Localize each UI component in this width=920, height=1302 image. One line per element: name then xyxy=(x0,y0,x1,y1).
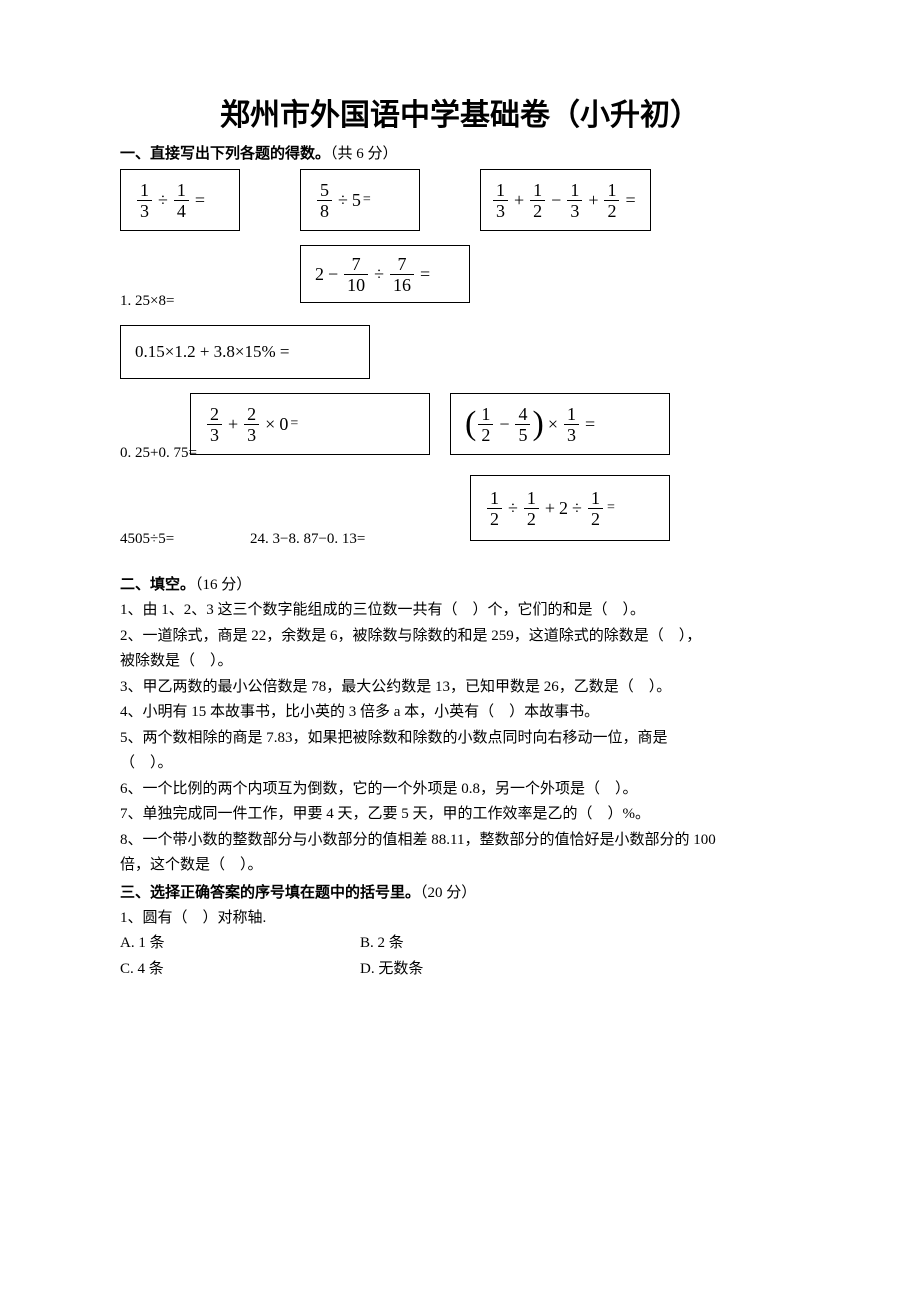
s3-q1-opts-row2: C. 4 条 D. 无数条 xyxy=(120,957,800,983)
frac: 12 xyxy=(487,489,502,528)
s2-q8b: 倍，这个数是（ ）。 xyxy=(120,853,800,879)
section1-header: 一、直接写出下列各题的得数。（共 6 分） xyxy=(120,142,800,163)
s2-q8a: 8、一个带小数的整数部分与小数部分的值相差 88.11，整数部分的值恰好是小数部… xyxy=(120,828,800,854)
frac: 23 xyxy=(244,405,259,444)
exam-page: 郑州市外国语中学基础卷（小升初） 一、直接写出下列各题的得数。（共 6 分） 1… xyxy=(0,0,920,1302)
frac: 58 xyxy=(317,181,332,220)
s2-q4: 4、小明有 15 本故事书，比小英的 3 倍多 a 本，小英有（ ）本故事书。 xyxy=(120,700,800,726)
frac: 13 xyxy=(493,181,508,220)
frac: 12 xyxy=(588,489,603,528)
expr-box-2: 58 ÷ 5 = xyxy=(300,169,420,231)
frac: 710 xyxy=(344,255,368,294)
expr-box-5: 0.15×1.2 + 3.8×15% = xyxy=(120,325,370,379)
expr-box-1: 13 ÷ 14 = xyxy=(120,169,240,231)
frac: 12 xyxy=(524,489,539,528)
expr-243: 24. 3−8. 87−0. 13= xyxy=(250,527,450,551)
s3-q1-optD: D. 无数条 xyxy=(360,957,423,983)
s2-q7: 7、单独完成同一件工作，甲要 4 天，乙要 5 天，甲的工作效率是乙的（ ）%。 xyxy=(120,802,800,828)
frac: 12 xyxy=(478,405,493,444)
frac: 13 xyxy=(567,181,582,220)
section1-header-tail: （共 6 分） xyxy=(330,146,398,162)
section3-header: 三、选择正确答案的序号填在题中的括号里。（20 分） xyxy=(120,881,800,902)
expr-row-1: 13 ÷ 14 = 58 ÷ 5 = 13 + 12 − 13 + 12 = xyxy=(120,169,800,231)
page-title: 郑州市外国语中学基础卷（小升初） xyxy=(120,90,800,134)
s2-q5b: （ ）。 xyxy=(120,751,800,777)
s2-q5a: 5、两个数相除的商是 7.83，如果把被除数和除数的小数点同时向右移动一位，商是 xyxy=(120,726,800,752)
frac: 716 xyxy=(390,255,414,294)
section2-header-tail: （16 分） xyxy=(195,577,251,593)
s2-q6: 6、一个比例的两个内项互为倒数，它的一个外项是 0.8，另一个外项是（ ）。 xyxy=(120,777,800,803)
section2-header: 二、填空。（16 分） xyxy=(120,573,800,594)
s3-q1-optC: C. 4 条 xyxy=(120,957,360,983)
expr-box-8: 12 ÷ 12 + 2 ÷ 12 = xyxy=(470,475,670,541)
section1-header-bold: 一、直接写出下列各题的得数。 xyxy=(120,146,330,162)
s2-q1: 1、由 1、2、3 这三个数字能组成的三位数一共有（ ）个，它们的和是（ ）。 xyxy=(120,598,800,624)
s3-q1: 1、圆有（ ）对称轴. xyxy=(120,906,800,932)
frac: 14 xyxy=(174,181,189,220)
section3-header-tail: （20 分） xyxy=(420,885,476,901)
s2-q2b: 被除数是（ ）。 xyxy=(120,649,800,675)
section3-header-bold: 三、选择正确答案的序号填在题中的括号里。 xyxy=(120,885,420,901)
frac: 45 xyxy=(515,405,530,444)
expr-4505: 4505÷5= xyxy=(120,527,240,551)
s3-q1-opts-row1: A. 1 条 B. 2 条 xyxy=(120,931,800,957)
s3-q1-optB: B. 2 条 xyxy=(360,931,404,957)
expr-box-7: ( 12 − 45 ) × 13 = xyxy=(450,393,670,455)
expr-box-4: 2 − 710 ÷ 716 = xyxy=(300,245,470,303)
expr-row-6: 4505÷5= 24. 3−8. 87−0. 13= xyxy=(120,527,800,551)
frac: 12 xyxy=(530,181,545,220)
frac: 13 xyxy=(564,405,579,444)
s2-q2a: 2、一道除式，商是 22，余数是 6，被除数与除数的和是 259，这道除式的除数… xyxy=(120,624,800,650)
frac: 23 xyxy=(207,405,222,444)
frac: 12 xyxy=(604,181,619,220)
expr-box-3: 13 + 12 − 13 + 12 = xyxy=(480,169,651,231)
s3-q1-optA: A. 1 条 xyxy=(120,931,360,957)
section2-header-bold: 二、填空。 xyxy=(120,577,195,593)
s2-q3: 3、甲乙两数的最小公倍数是 78，最大公约数是 13，已知甲数是 26，乙数是（… xyxy=(120,675,800,701)
frac: 13 xyxy=(137,181,152,220)
expr-box-6: 23 + 23 × 0 = xyxy=(190,393,430,455)
